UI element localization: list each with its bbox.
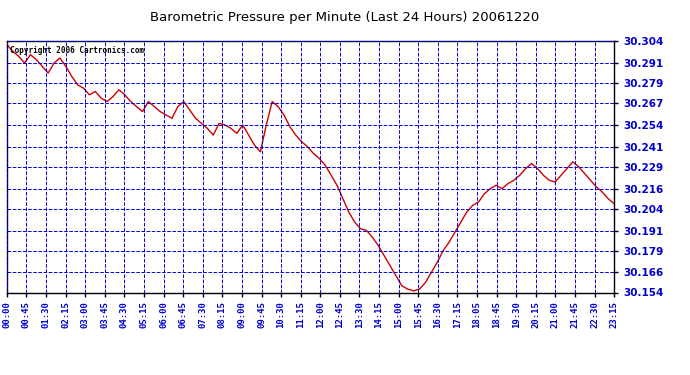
Text: Barometric Pressure per Minute (Last 24 Hours) 20061220: Barometric Pressure per Minute (Last 24 …: [150, 11, 540, 24]
Text: Copyright 2006 Cartronics.com: Copyright 2006 Cartronics.com: [10, 46, 144, 55]
